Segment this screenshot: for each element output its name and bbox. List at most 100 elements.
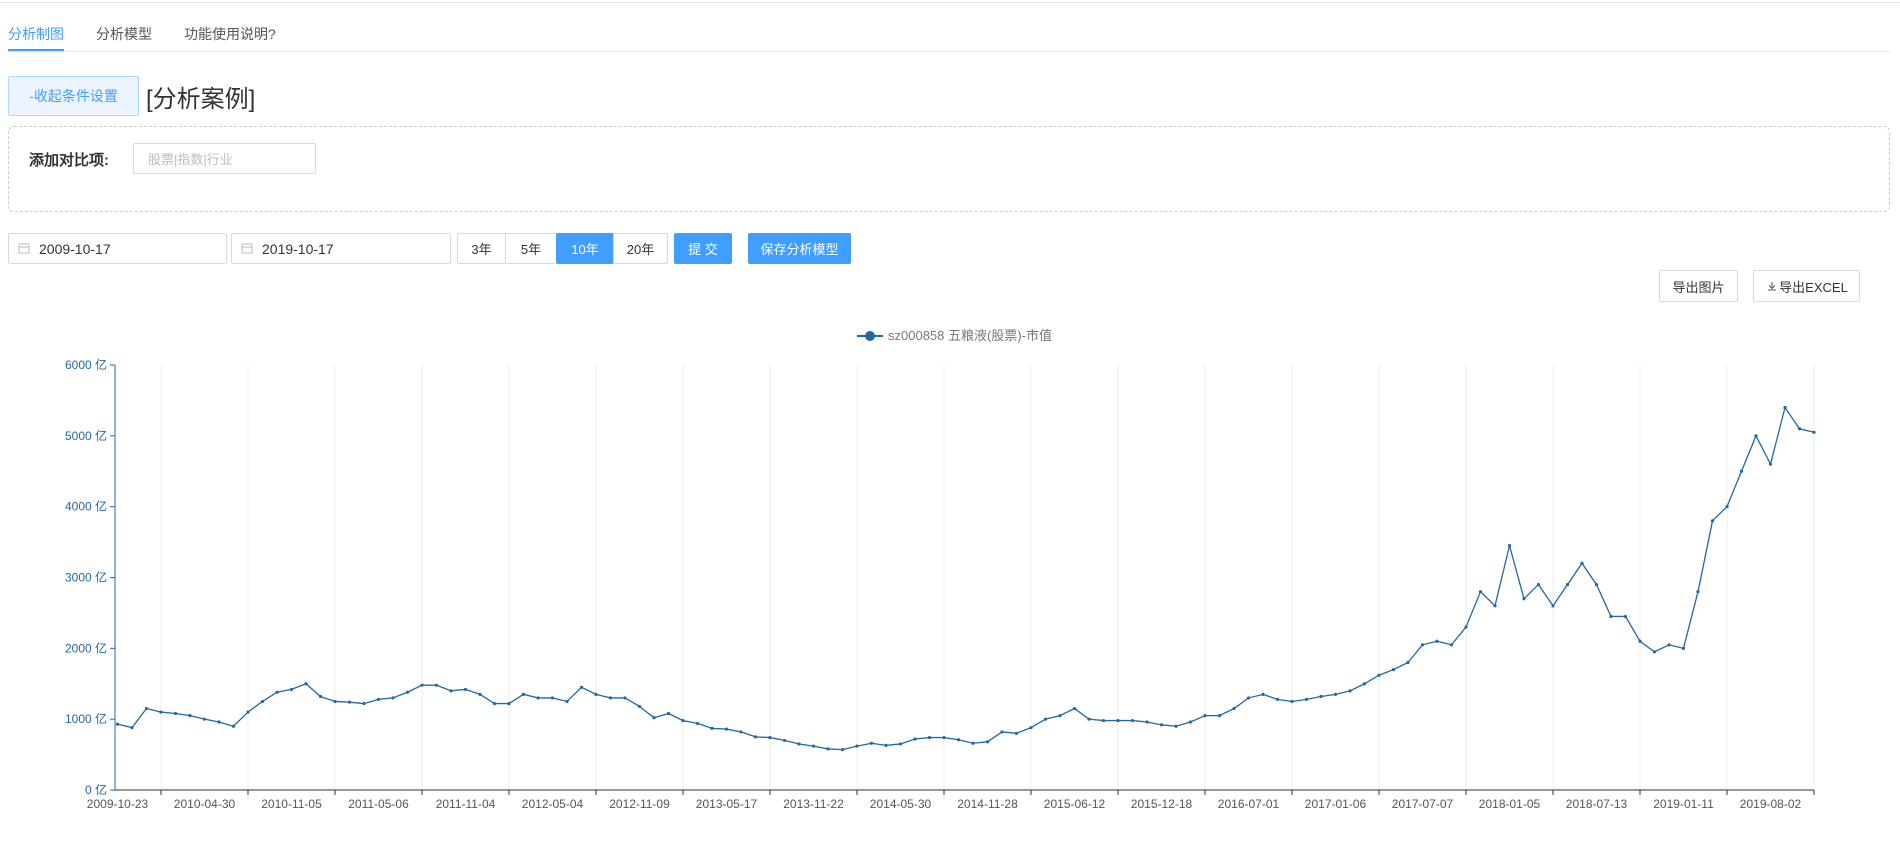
data-point (1000, 730, 1004, 734)
x-tick-label: 2011-11-04 (436, 797, 496, 811)
export-excel-button[interactable]: 导出EXCEL (1753, 270, 1860, 302)
data-point (797, 742, 801, 746)
data-point (1188, 720, 1193, 724)
data-point (1174, 724, 1178, 728)
save-button[interactable]: 保存分析模型 (748, 233, 851, 264)
data-point (304, 682, 308, 686)
period-button[interactable]: 3年 (457, 233, 506, 264)
data-point (855, 744, 859, 748)
data-point (869, 741, 874, 745)
chart: 2009-10-23 2010-04-30 2010-11-05 2011-05-06… (65, 328, 1816, 811)
data-point (1246, 696, 1251, 700)
tab[interactable]: 分析制图 (8, 26, 64, 42)
data-point (1232, 706, 1236, 711)
x-tick-label: 2018-01-05 (1479, 797, 1541, 811)
data-point (1377, 673, 1381, 677)
x-tick-label: 2014-05-30 (870, 797, 932, 811)
data-point (318, 694, 323, 699)
data-point (1696, 590, 1700, 594)
data-point (420, 683, 424, 687)
toggle-button[interactable]: -收起条件设置 (8, 76, 139, 116)
x-tick-label: 2017-01-06 (1305, 797, 1367, 811)
data-point (956, 738, 961, 742)
data-point (1652, 650, 1657, 654)
data-point (1130, 718, 1135, 723)
data-point (1725, 505, 1729, 509)
x-tick-label: 2013-05-17 (696, 797, 758, 811)
data-point (115, 722, 120, 726)
data-point (1551, 604, 1555, 608)
data-point (608, 696, 613, 700)
end-date-text: 2019-10-17 (262, 240, 334, 257)
period-button[interactable]: 10年 (556, 233, 614, 264)
period-button[interactable]: 5年 (505, 233, 557, 264)
y-tick-label: 4000 亿 (65, 499, 107, 514)
data-point (130, 726, 134, 730)
data-point (1275, 697, 1280, 701)
start-date[interactable]: 2009-10-17 (8, 233, 227, 264)
data-point (173, 711, 178, 716)
data-point (1420, 643, 1425, 647)
data-point (1261, 692, 1265, 696)
data-point (202, 717, 207, 721)
data-point (942, 735, 946, 740)
y-tick-label: 2000 亿 (65, 640, 107, 655)
y-tick-label: 1000 亿 (65, 711, 107, 726)
calendar-icon (18, 243, 30, 254)
data-point (1014, 731, 1019, 735)
data-point (1594, 582, 1599, 587)
export-image-button[interactable]: 导出图片 (1659, 270, 1738, 302)
legend-marker (865, 331, 875, 341)
data-point (1145, 720, 1149, 724)
submit-button[interactable]: 提 交 (674, 233, 732, 264)
data-point (1101, 718, 1106, 723)
data-point (1580, 561, 1584, 565)
data-point (1449, 643, 1454, 647)
data-point (565, 699, 569, 704)
data-point (1290, 699, 1294, 704)
data-point (1565, 582, 1570, 587)
tab[interactable]: 功能使用说明? (184, 26, 276, 42)
x-tick-label: 2017-07-07 (1392, 797, 1454, 811)
data-point (188, 714, 192, 718)
data-point (405, 690, 410, 694)
data-point (724, 727, 729, 731)
data-point (695, 721, 700, 726)
start-date-text: 2009-10-17 (39, 240, 111, 257)
compare-input[interactable]: 股票|指数|行业 (133, 143, 316, 174)
end-date[interactable]: 2019-10-17 (231, 233, 451, 264)
data-point (1304, 697, 1309, 701)
period-button[interactable]: 20年 (613, 233, 668, 264)
data-point (1783, 405, 1787, 410)
data-point (840, 748, 845, 752)
data-point (1087, 717, 1091, 721)
x-tick-label: 2012-11-09 (609, 797, 670, 811)
data-point (1362, 682, 1367, 686)
data-point (811, 744, 816, 748)
data-point (449, 689, 453, 693)
data-point (1812, 430, 1816, 434)
tab-underline (8, 49, 64, 51)
data-point (550, 696, 555, 700)
data-point (1348, 689, 1352, 693)
x-tick-label: 2015-12-18 (1131, 797, 1193, 811)
data-point (710, 726, 714, 730)
data-point (681, 718, 685, 723)
top-border (0, 2, 1900, 3)
data-point (1029, 726, 1033, 730)
data-point (1507, 544, 1512, 548)
data-point (913, 737, 917, 741)
data-point (1623, 614, 1628, 619)
data-point (1072, 706, 1077, 711)
x-tick-label: 2018-07-13 (1566, 797, 1628, 811)
data-point (1217, 714, 1222, 718)
data-point (347, 700, 352, 704)
data-point (1333, 692, 1338, 696)
data-point (1159, 723, 1164, 727)
tab[interactable]: 分析模型 (96, 26, 152, 42)
data-point (333, 699, 337, 704)
data-point (1638, 639, 1642, 643)
data-point (1043, 717, 1048, 721)
data-point (275, 690, 279, 694)
x-tick-label: 2013-11-22 (783, 797, 844, 811)
